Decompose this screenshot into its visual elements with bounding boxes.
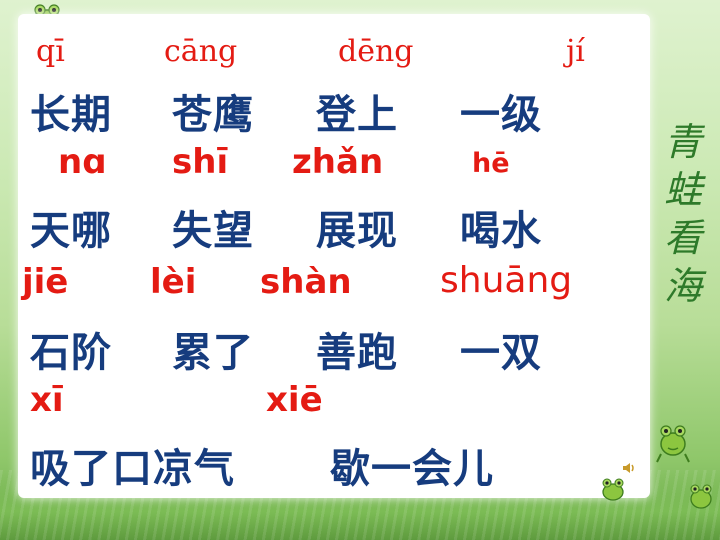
pinyin-shan: shàn bbox=[260, 262, 352, 302]
pinyin-xie: xiē bbox=[266, 380, 323, 420]
pinyin-na: nɑ bbox=[58, 142, 107, 182]
pinyin-he: hē bbox=[472, 148, 510, 179]
pinyin-xi: xī bbox=[30, 380, 64, 420]
word-shanpao: 善跑 bbox=[316, 330, 398, 376]
lesson-title: 青 蛙 看 海 bbox=[660, 118, 706, 310]
word-zhanxian: 展现 bbox=[316, 208, 398, 254]
word-cangying: 苍鹰 bbox=[172, 92, 254, 138]
pinyin-shi: shī bbox=[172, 142, 229, 182]
word-changqi: 长期 bbox=[30, 92, 112, 138]
title-char: 看 bbox=[663, 216, 702, 260]
pinyin-lei: lèi bbox=[150, 262, 197, 302]
phrase-xileikouliangqi: 吸了口凉气 bbox=[30, 446, 235, 492]
word-leile: 累了 bbox=[172, 330, 254, 376]
pinyin-cang: cāng bbox=[164, 34, 238, 69]
word-yiji: 一级 bbox=[460, 92, 542, 138]
phrase-xieyihuier: 歇一会儿 bbox=[330, 446, 494, 492]
pinyin-zhan: zhǎn bbox=[292, 142, 384, 182]
speaker-icon[interactable] bbox=[621, 460, 637, 476]
title-char: 蛙 bbox=[663, 168, 702, 212]
frog-icon bbox=[690, 484, 712, 509]
pinyin-jie: jiē bbox=[22, 262, 69, 302]
frog-icon bbox=[602, 478, 624, 501]
pinyin-deng: dēng bbox=[338, 34, 414, 69]
word-tianna: 天哪 bbox=[30, 208, 112, 254]
pinyin-qi: qī bbox=[36, 34, 65, 69]
pinyin-ji: jí bbox=[566, 34, 585, 69]
pinyin-shuang: shuāng bbox=[440, 260, 573, 301]
word-dengshang: 登上 bbox=[316, 92, 398, 138]
word-shijie: 石阶 bbox=[30, 330, 112, 376]
word-shiwang: 失望 bbox=[172, 208, 254, 254]
content-panel bbox=[18, 14, 650, 498]
title-char: 海 bbox=[663, 264, 702, 308]
word-heshui: 喝水 bbox=[460, 208, 542, 254]
word-yishuang: 一双 bbox=[460, 330, 542, 376]
frog-icon bbox=[656, 425, 690, 463]
title-char: 青 bbox=[663, 120, 702, 164]
